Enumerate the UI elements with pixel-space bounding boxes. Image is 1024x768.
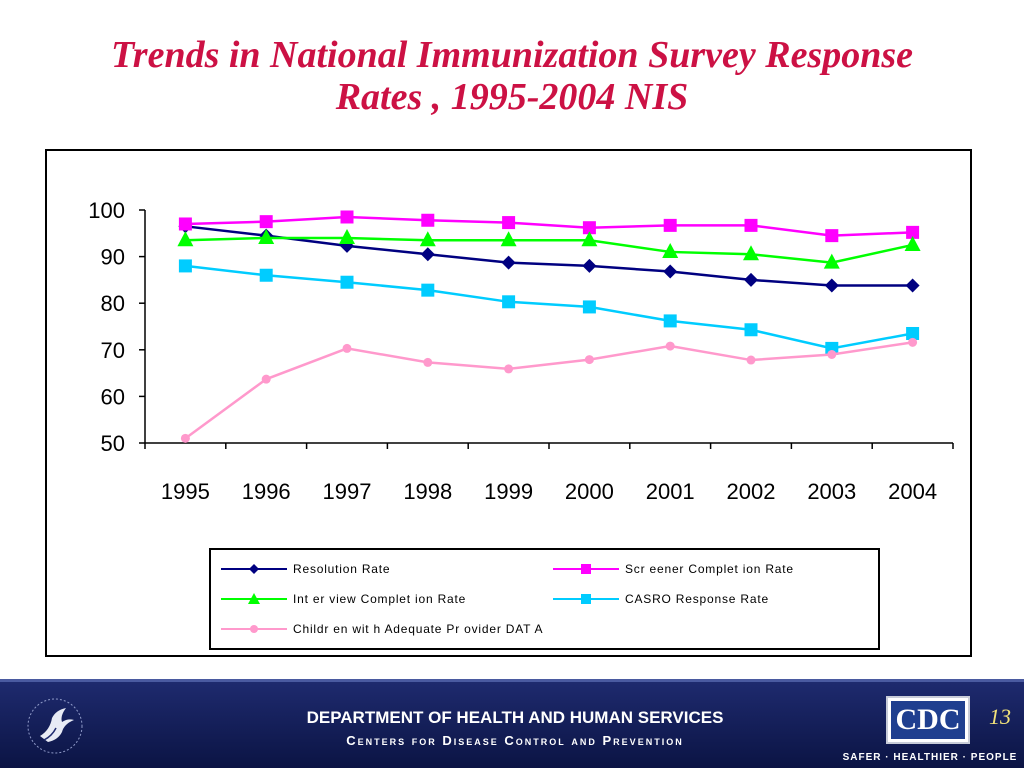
y-tick-label: 100 xyxy=(88,198,125,223)
line-chart: 50 60 70 80 90 100 1995 1996 1997 1998 1999 2000 200… xyxy=(88,198,954,504)
series-2-point xyxy=(339,228,355,244)
series-2-point xyxy=(743,245,759,261)
x-tick-label: 1996 xyxy=(242,479,291,504)
x-tick-label: 1997 xyxy=(323,479,372,504)
series-4-point xyxy=(261,374,271,384)
series-2-point xyxy=(419,231,436,247)
y-tick-label: 60 xyxy=(101,384,125,409)
series-3-point xyxy=(502,295,516,309)
slide-title-line1: Trends in National Immunization Survey R… xyxy=(110,34,914,76)
series-3-point xyxy=(178,259,192,273)
series-0-point xyxy=(905,278,920,293)
x-tick-label: 2003 xyxy=(807,479,856,504)
series-0-point xyxy=(824,278,839,293)
series-4-point xyxy=(584,355,594,365)
hhs-eagle-logo-icon xyxy=(27,698,83,754)
legend-label: Childr en wit h Adequate Pr ovider DAT A xyxy=(293,622,544,636)
legend-label: Scr eener Complet ion Rate xyxy=(625,562,794,576)
diamond-marker-icon xyxy=(221,564,287,574)
legend-item-interview-completion-rate: Int er view Complet ion Rate xyxy=(221,589,466,609)
x-tick-label: 2004 xyxy=(888,479,937,504)
series-1-point xyxy=(421,213,435,227)
series-2-point xyxy=(904,235,921,251)
series-2-point xyxy=(258,228,275,244)
series-1-point xyxy=(825,229,839,243)
legend-item-children-adequate-provider-data: Childr en wit h Adequate Pr ovider DAT A xyxy=(221,619,543,639)
series-0-point xyxy=(582,258,597,273)
series-1-point xyxy=(582,221,596,235)
square-marker-icon xyxy=(553,564,619,574)
series-2-point xyxy=(823,253,840,269)
series-1-point xyxy=(906,225,920,239)
series-1-point xyxy=(259,215,273,229)
chart-legend: Resolution Rate Scr eener Complet ion Ra… xyxy=(209,548,880,650)
series-1-point xyxy=(663,218,677,232)
series-1-point xyxy=(340,210,354,224)
triangle-marker-icon xyxy=(221,593,287,604)
series-3-point xyxy=(421,283,435,297)
legend-item-screener-completion-rate: Scr eener Complet ion Rate xyxy=(553,559,794,579)
page-number: 13 xyxy=(989,704,1011,729)
x-tick-label: 1999 xyxy=(484,479,533,504)
series-1-point xyxy=(178,217,192,231)
series-2-point xyxy=(500,231,517,247)
cdc-logo: CDC xyxy=(886,696,970,744)
series-0-point xyxy=(663,264,678,279)
series-4-point xyxy=(908,337,918,347)
x-tick-label: 2002 xyxy=(727,479,776,504)
series-2-point xyxy=(581,231,598,247)
footer-bar: DEPARTMENT OF HEALTH AND HUMAN SERVICES … xyxy=(0,679,1024,768)
y-tick-label: 80 xyxy=(101,291,125,316)
series-2-point xyxy=(662,242,679,258)
series-0-point xyxy=(744,272,758,287)
legend-label: CASRO Response Rate xyxy=(625,592,769,606)
series-3-point xyxy=(340,275,354,289)
series-4-point xyxy=(665,341,675,351)
series-4-point xyxy=(180,433,190,443)
series-4-point xyxy=(423,357,433,367)
legend-label: Int er view Complet ion Rate xyxy=(293,592,467,606)
series-2-point xyxy=(177,231,194,247)
tagline: SAFER · HEALTHIER · PEOPLE xyxy=(842,752,1018,763)
square-marker-icon xyxy=(553,594,619,604)
series-3-point xyxy=(582,300,596,314)
series-3-point xyxy=(259,268,273,282)
series-3-point xyxy=(906,326,920,340)
y-tick-label: 50 xyxy=(101,431,125,456)
x-tick-label: 1995 xyxy=(161,479,210,504)
series-0-point xyxy=(501,255,516,270)
series-4-point xyxy=(746,355,756,365)
legend-label: Resolution Rate xyxy=(293,562,391,576)
series-line-4 xyxy=(184,341,913,440)
series-4-point xyxy=(827,349,837,359)
x-tick-label: 2001 xyxy=(646,479,695,504)
series-line-2 xyxy=(185,236,913,264)
y-tick-label: 70 xyxy=(101,338,125,363)
legend-item-casro-response-rate: CASRO Response Rate xyxy=(553,589,769,609)
series-line-0 xyxy=(185,225,913,287)
agency-name: Centers for Disease Control and Preventi… xyxy=(346,733,684,748)
y-tick-label: 90 xyxy=(101,245,125,270)
slide-title: Trends in National Immunization Survey R… xyxy=(0,34,1024,118)
series-1-point xyxy=(502,216,516,230)
department-name: DEPARTMENT OF HEALTH AND HUMAN SERVICES xyxy=(306,708,724,727)
series-4-point xyxy=(342,343,352,353)
x-tick-label: 2000 xyxy=(565,479,614,504)
slide-title-line2: Rates , 1995-2004 NIS xyxy=(335,76,689,118)
x-tick-label: 1998 xyxy=(403,479,452,504)
circle-marker-icon xyxy=(221,625,287,633)
cdc-logo-text: CDC xyxy=(891,701,965,739)
series-1-point xyxy=(744,218,758,232)
series-0-point xyxy=(420,247,435,262)
series-3-point xyxy=(663,314,677,328)
series-3-point xyxy=(744,323,758,337)
series-line-3 xyxy=(185,264,913,350)
series-4-point xyxy=(504,364,514,374)
legend-item-resolution-rate: Resolution Rate xyxy=(221,559,390,579)
series-line-1 xyxy=(185,215,913,237)
